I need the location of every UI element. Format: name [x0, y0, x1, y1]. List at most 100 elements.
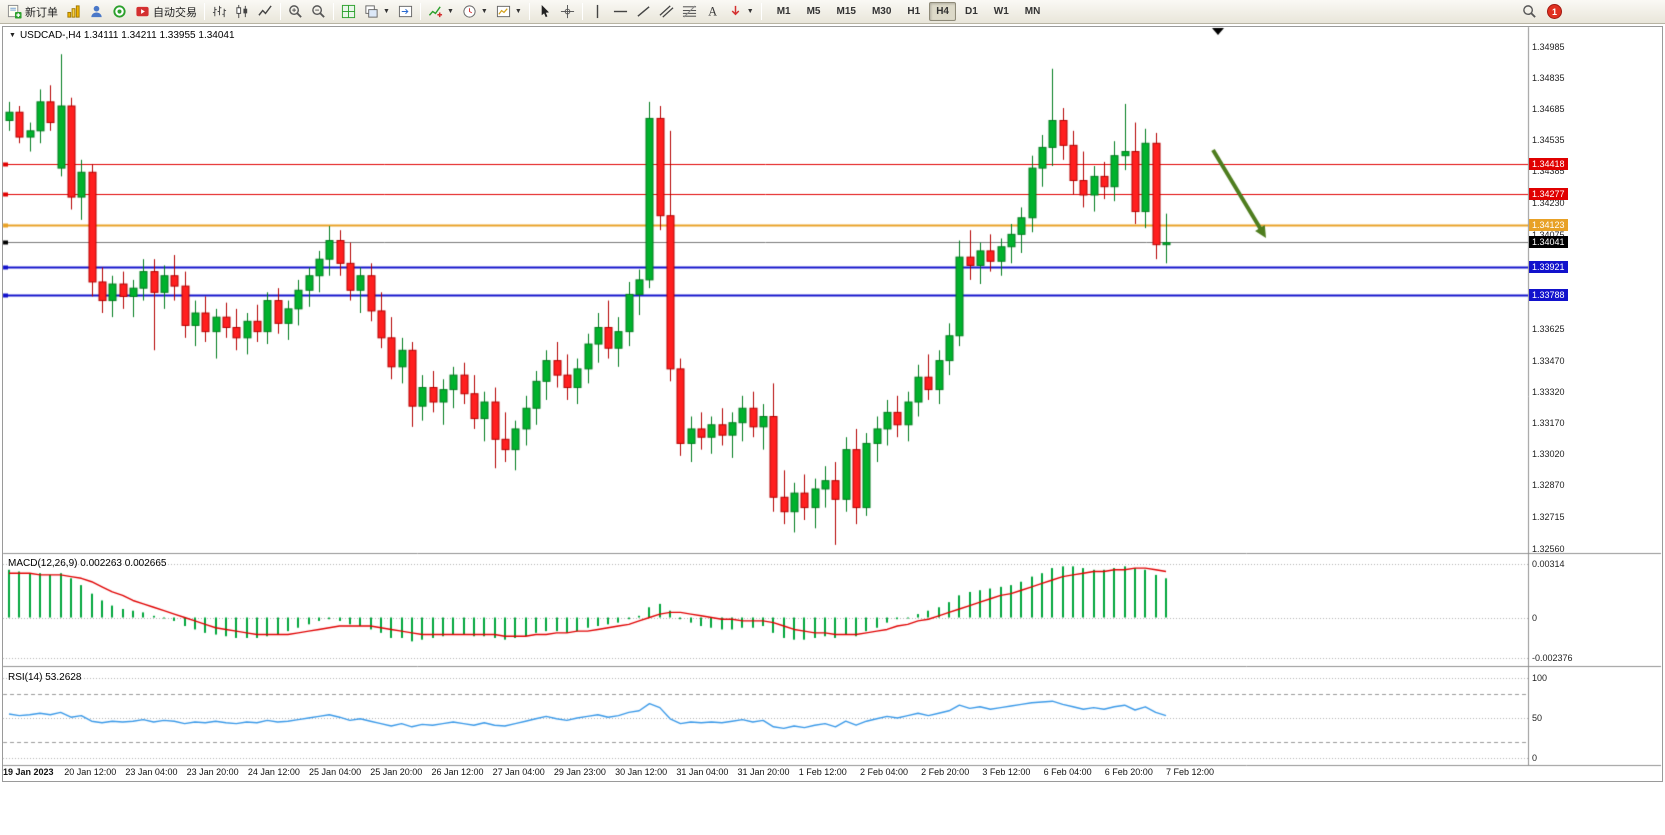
- timeframe-w1-button[interactable]: W1: [993, 6, 1009, 17]
- arrange-windows-button[interactable]: ▼: [360, 2, 394, 22]
- time-axis-label: 23 Jan 20:00: [186, 767, 239, 777]
- price-axis-label: 1.32560: [1532, 544, 1565, 554]
- zoom-in-button[interactable]: [284, 2, 307, 22]
- new-order-icon: [7, 4, 22, 19]
- autotrading-button-label: 自动交易: [153, 6, 197, 19]
- new-order-button[interactable]: 新订单: [3, 2, 62, 22]
- tile-icon: [341, 4, 356, 19]
- crosshair-button[interactable]: [556, 2, 579, 22]
- candlestick-chart-button[interactable]: [231, 2, 254, 22]
- macd-axis-label: -0.002376: [1532, 653, 1573, 663]
- dropdown-arrow-icon: ▼: [514, 8, 522, 15]
- chart-menu-icon[interactable]: ▼: [9, 32, 16, 39]
- price-axis-label: 1.32715: [1532, 511, 1565, 522]
- time-axis-label: 23 Jan 04:00: [125, 767, 178, 777]
- timeframe-h1-button[interactable]: H1: [907, 6, 921, 17]
- timeframe-d1-button[interactable]: D1: [965, 6, 978, 17]
- autotrading-button[interactable]: 自动交易: [131, 2, 201, 22]
- text-icon: A: [705, 4, 720, 19]
- time-axis-label: 3 Feb 12:00: [982, 767, 1031, 777]
- periods-button[interactable]: ▼: [458, 2, 492, 22]
- search-icon: [1522, 4, 1537, 19]
- templates-button[interactable]: ▼: [492, 2, 526, 22]
- time-axis-label: 26 Jan 12:00: [431, 767, 484, 777]
- timeframe-m1-button[interactable]: M1: [776, 6, 791, 17]
- time-axis-label: 2 Feb 20:00: [921, 767, 970, 777]
- timeframe-mn-button[interactable]: MN: [1024, 6, 1041, 17]
- macd-axis-label: 0.00314: [1532, 559, 1565, 569]
- time-axis-label: 29 Jan 23:00: [553, 767, 606, 777]
- time-axis-label: 30 Jan 12:00: [615, 767, 668, 777]
- toolbar-separator: [280, 3, 281, 20]
- tile-windows-button[interactable]: [337, 2, 360, 22]
- fibonacci-button[interactable]: [678, 2, 701, 22]
- price-axis-label: 1.33020: [1532, 448, 1565, 459]
- timeframe-m15-button[interactable]: M15: [836, 6, 856, 17]
- text-button[interactable]: A: [701, 2, 724, 22]
- symbol-search-button[interactable]: [1518, 2, 1541, 22]
- rsi-axis-label: 50: [1532, 713, 1543, 723]
- price-axis-label: 1.34835: [1532, 73, 1565, 84]
- bar-chart-icon: [212, 4, 227, 19]
- current-price-badge: 1.34041: [1529, 236, 1568, 249]
- notification-badge[interactable]: 1: [1547, 4, 1562, 19]
- line-chart-button[interactable]: [254, 2, 277, 22]
- vline-icon: [590, 4, 605, 19]
- chart-title-text: USDCAD-,H4 1.34111 1.34211 1.33955 1.340…: [19, 30, 235, 41]
- timeframe-m30-button[interactable]: M30: [871, 6, 892, 17]
- alerts-button[interactable]: [108, 2, 131, 22]
- autotrading-icon: [135, 4, 150, 19]
- cursor-button[interactable]: [533, 2, 556, 22]
- price-axis-label: 1.34985: [1532, 42, 1565, 52]
- trendline-icon: [636, 4, 651, 19]
- dropdown-arrow-icon: ▼: [746, 8, 754, 15]
- price-axis-label: 1.32870: [1532, 479, 1565, 490]
- line-chart-icon: [258, 4, 273, 19]
- bar-chart-button[interactable]: [208, 2, 231, 22]
- time-axis-label: 25 Jan 04:00: [309, 767, 362, 777]
- rsi-axis-label: 100: [1532, 673, 1548, 683]
- clock-icon: [462, 4, 477, 19]
- time-axis-label: 25 Jan 20:00: [370, 767, 423, 777]
- price-axis-label: 1.33625: [1532, 323, 1565, 334]
- price-level-badge: 1.34123: [1529, 219, 1568, 232]
- chart-window[interactable]: [2, 26, 1663, 782]
- toolbar-buttons-group: 新订单 自动交易 ▼ ▼ ▼ ▼ A ▼: [3, 2, 765, 22]
- channel-button[interactable]: [655, 2, 678, 22]
- time-axis-label: 24 Jan 12:00: [247, 767, 300, 777]
- price-level-badge: 1.33788: [1529, 288, 1568, 301]
- toolbar-separator: [204, 3, 205, 20]
- rsi-axis-label: 0: [1532, 753, 1538, 763]
- price-level-badge: 1.33921: [1529, 261, 1568, 274]
- trendline-button[interactable]: [632, 2, 655, 22]
- timeframe-toolbar: M1 M5 M15 M30 H1 H4 D1 W1 MN: [769, 2, 1049, 21]
- template-icon: [496, 4, 511, 19]
- price-axis-label: 1.33170: [1532, 417, 1565, 428]
- timeframe-h4-button[interactable]: H4: [929, 2, 956, 21]
- zoom-in-icon: [288, 4, 303, 19]
- toolbar-separator: [528, 3, 530, 20]
- chart-shift-button[interactable]: [394, 2, 417, 22]
- price-level-badge: 1.34277: [1529, 187, 1568, 200]
- time-axis-label: 20 Jan 12:00: [64, 767, 117, 777]
- market-depth-button[interactable]: [62, 2, 85, 22]
- zoom-out-button[interactable]: [307, 2, 330, 22]
- horizontal-line-button[interactable]: [609, 2, 632, 22]
- price-level-badge: 1.34418: [1529, 158, 1568, 171]
- dropdown-arrow-icon: ▼: [383, 8, 390, 15]
- vertical-line-button[interactable]: [586, 2, 609, 22]
- indicators-button[interactable]: ▼: [424, 2, 458, 22]
- profile-button[interactable]: [85, 2, 108, 22]
- timeframe-m5-button[interactable]: M5: [806, 6, 821, 17]
- arrange-icon: [364, 4, 379, 19]
- price-axis[interactable]: 1.34985 1.34835 1.34685 1.34535 1.34385 1.342…: [1528, 26, 1665, 766]
- arrows-button[interactable]: ▼: [724, 2, 758, 22]
- time-axis-label: 19 Jan 2023: [3, 767, 54, 777]
- toolbar-separator: [333, 3, 334, 20]
- time-axis-label: 1 Feb 12:00: [798, 767, 847, 777]
- time-axis-label: 31 Jan 20:00: [737, 767, 790, 777]
- speaker-icon: [112, 4, 127, 19]
- time-axis[interactable]: 19 Jan 2023 20 Jan 12:00 23 Jan 04:00 23 Ja…: [2, 766, 1528, 783]
- chart-title: ▼ USDCAD-,H4 1.34111 1.34211 1.33955 1.34…: [9, 30, 235, 41]
- arrows-icon: [728, 4, 743, 19]
